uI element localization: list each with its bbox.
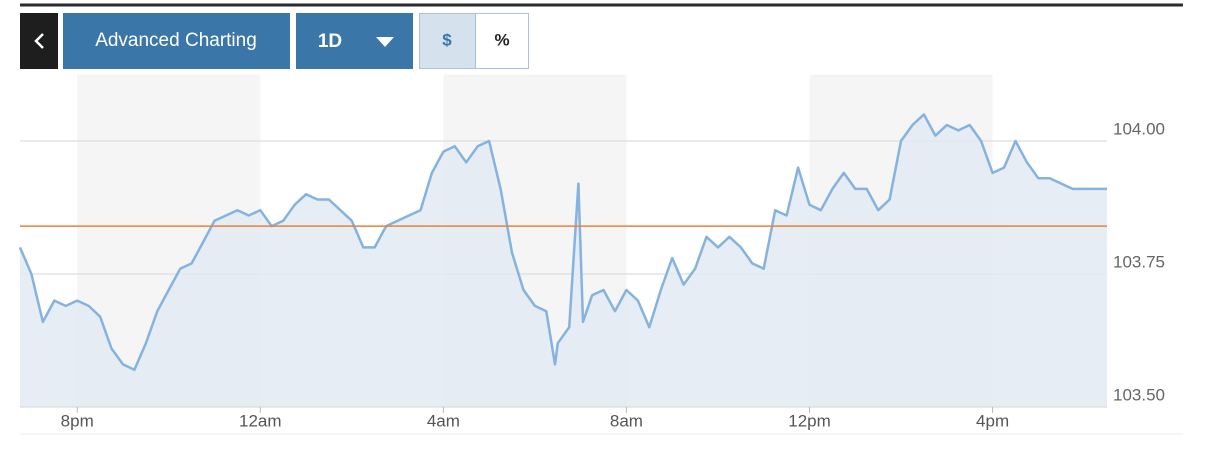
x-tick-label: 8am: [610, 411, 643, 430]
y-tick-label: 104.00: [1113, 119, 1165, 138]
y-tick-label: 103.75: [1113, 252, 1165, 271]
price-area: [20, 114, 1107, 408]
y-tick-label: 103.50: [1113, 385, 1165, 404]
plot: 103.50 103.75 104.00 8pm 12am 4am 8am 12pm 4pm: [18, 74, 1165, 430]
x-tick-label: 4am: [427, 411, 460, 430]
dollar-toggle[interactable]: $: [419, 13, 476, 69]
x-tick-label: 4pm: [976, 411, 1009, 430]
button-label: Advanced Charting: [95, 30, 257, 51]
button-label: %: [494, 30, 509, 49]
price-line: [18, 113, 1107, 372]
x-tick-label: 12am: [239, 411, 282, 430]
button-label: 1D: [318, 31, 342, 52]
advanced-charting-button[interactable]: Advanced Charting: [63, 13, 290, 69]
back-button[interactable]: [20, 13, 58, 69]
percent-toggle[interactable]: %: [475, 13, 529, 69]
toolbar: Advanced Charting 1D $ %: [20, 13, 529, 69]
x-tick-label: 12pm: [788, 411, 831, 430]
button-label: $: [442, 30, 452, 49]
range-dropdown[interactable]: 1D: [296, 13, 413, 69]
x-tick-label: 8pm: [61, 411, 94, 430]
